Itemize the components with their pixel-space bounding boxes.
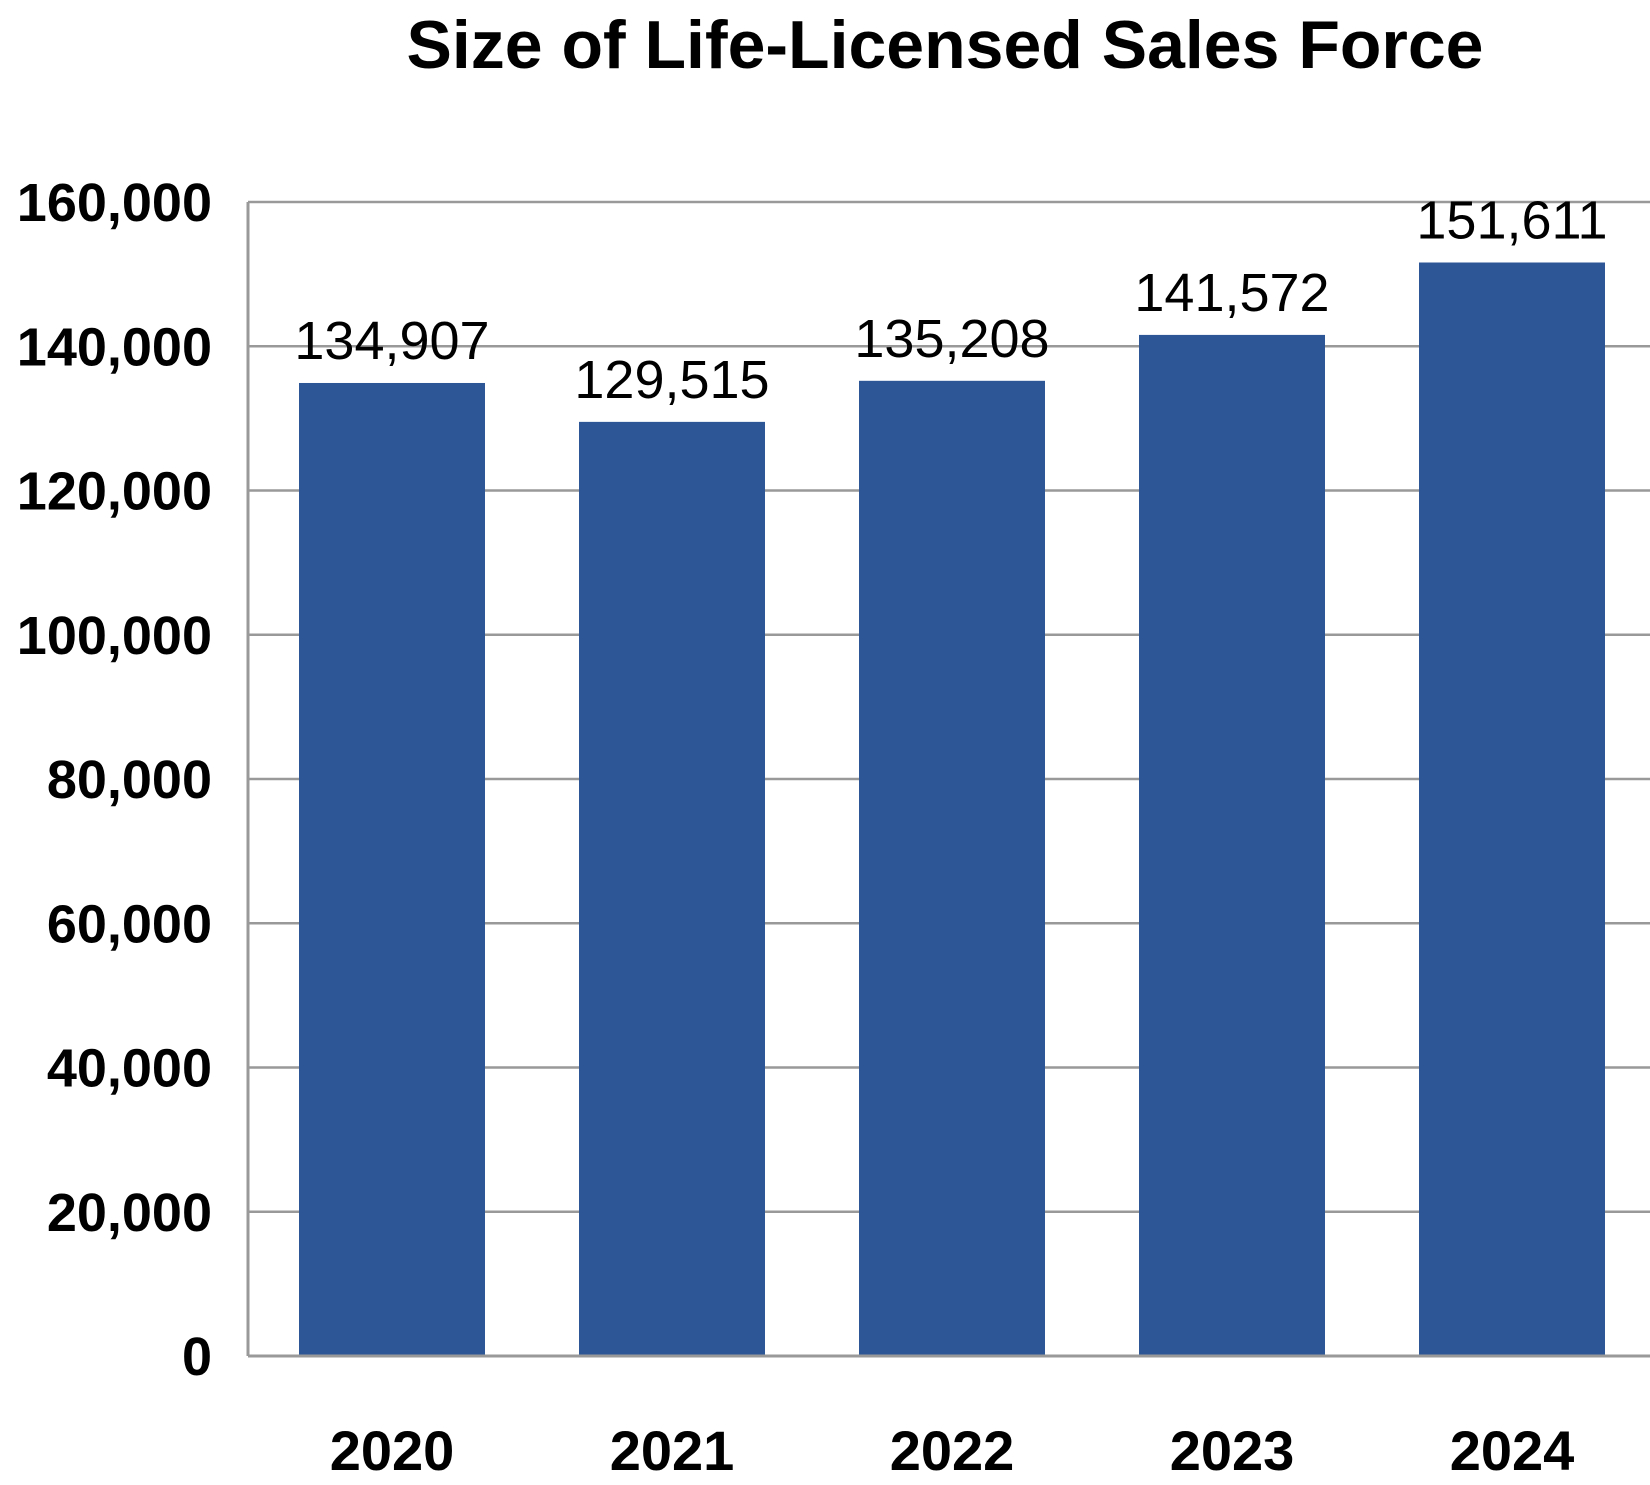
x-tick-label-2020: 2020 [330, 1419, 455, 1482]
y-tick-label: 80,000 [47, 750, 212, 810]
y-tick-label: 0 [182, 1327, 212, 1387]
bar-2021 [579, 421, 765, 1357]
x-tick-label-2021: 2021 [610, 1419, 735, 1482]
data-label-2022: 135,208 [854, 309, 1049, 369]
bar-2022 [859, 380, 1045, 1357]
bar-2024 [1419, 262, 1605, 1357]
data-label-2024: 151,611 [1416, 191, 1607, 251]
y-tick-label: 60,000 [47, 894, 212, 954]
bar-2023 [1139, 334, 1325, 1356]
y-tick-label: 140,000 [17, 317, 212, 377]
bar-layer [299, 262, 1605, 1357]
bar-2020 [299, 382, 485, 1356]
axis-layer: 0 20,000 40,000 60,000 80,000 100,000 120,000 1… [17, 173, 1650, 1482]
x-tick-label-2022: 2022 [890, 1419, 1015, 1482]
x-tick-label-2024: 2024 [1450, 1419, 1575, 1482]
y-tick-label: 20,000 [47, 1183, 212, 1243]
y-tick-label: 100,000 [17, 606, 212, 666]
label-layer: 134,907 129,515 135,208 141,572 151,611 [294, 191, 1607, 410]
x-tick-label-2023: 2023 [1170, 1419, 1295, 1482]
chart-title: Size of Life-Licensed Sales Force [406, 7, 1483, 83]
data-label-2023: 141,572 [1134, 263, 1329, 323]
data-label-2020: 134,907 [294, 311, 489, 371]
y-tick-label: 160,000 [17, 173, 212, 233]
data-label-2021: 129,515 [574, 350, 769, 410]
y-tick-label: 40,000 [47, 1039, 212, 1099]
y-tick-label: 120,000 [17, 462, 212, 522]
